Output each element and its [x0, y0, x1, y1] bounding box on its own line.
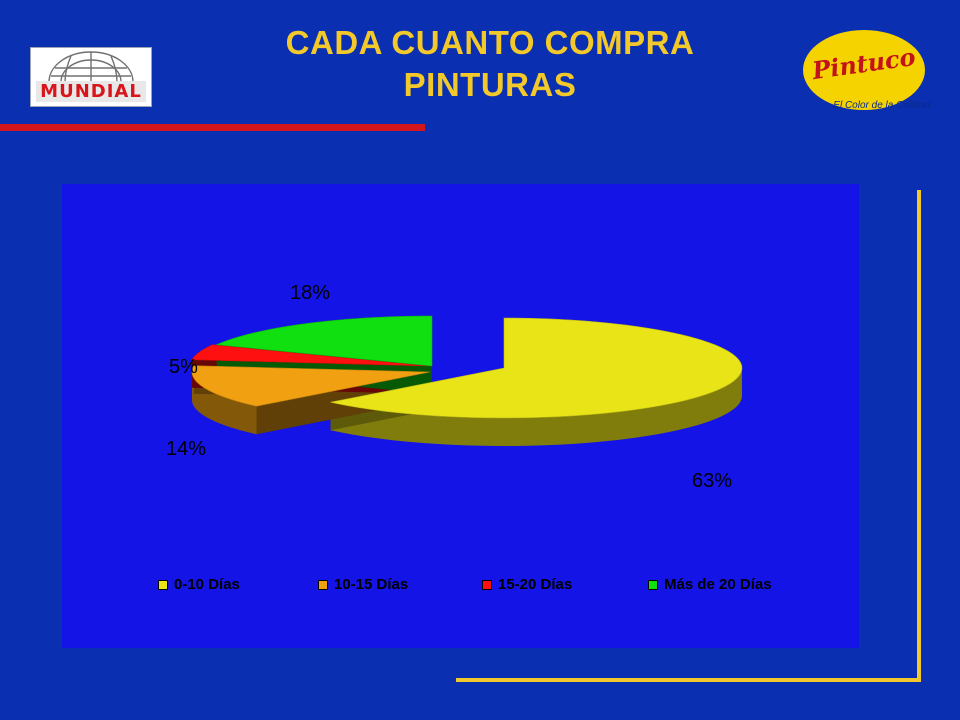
legend-item-1: 10-15 Días	[318, 576, 408, 593]
pie-slice-2	[191, 344, 429, 367]
pie-slice-side-1	[192, 371, 257, 435]
globe-icon	[48, 51, 134, 83]
legend-label-0: 0-10 Días	[174, 576, 240, 593]
mundial-wordmark: MUNDIAL	[36, 81, 146, 102]
frame-horizontal-line	[456, 678, 921, 682]
pie-chart	[191, 315, 743, 446]
pie-slice-0	[330, 317, 743, 419]
data-label-3: 18%	[290, 282, 331, 304]
legend-swatch-2	[482, 579, 492, 590]
pintuco-slogan: El Color de la Calidad	[833, 100, 930, 111]
legend-swatch-3	[648, 579, 658, 590]
legend-label-1: 10-15 Días	[334, 576, 409, 593]
data-label-0: 63%	[692, 470, 733, 492]
title-line-2: PINTURAS	[403, 66, 577, 103]
pintuco-logo: Pintuco El Color de la Calidad	[800, 28, 930, 118]
page-title: CADA CUANTO COMPRA PINTURAS	[225, 22, 755, 106]
legend-item-0: 0-10 Días	[158, 576, 240, 593]
legend-swatch-1	[318, 579, 328, 590]
mundial-logo: MUNDIAL	[30, 47, 152, 107]
red-divider	[0, 124, 425, 131]
legend-item-2: 15-20 Días	[482, 576, 572, 593]
pie-slice-side-0	[330, 368, 742, 446]
legend-label-3: Más de 20 Días	[664, 576, 772, 593]
legend-label-2: 15-20 Días	[498, 576, 573, 593]
chart-legend: 0-10 Días 10-15 Días 15-20 Días Más de 2…	[62, 576, 859, 600]
pie-slice-1	[191, 365, 431, 407]
pintuco-oval	[803, 30, 925, 110]
data-label-2: 5%	[169, 356, 198, 378]
frame-vertical-line	[917, 190, 921, 682]
data-label-1: 14%	[166, 438, 207, 460]
title-line-1: CADA CUANTO COMPRA	[285, 24, 695, 61]
pie-slice-3	[215, 315, 433, 367]
chart-panel: 63% 14% 5% 18% 0-10 Días 10-15 Días 15-2…	[62, 184, 859, 648]
legend-swatch-0	[158, 579, 168, 590]
legend-item-3: Más de 20 Días	[648, 576, 772, 593]
